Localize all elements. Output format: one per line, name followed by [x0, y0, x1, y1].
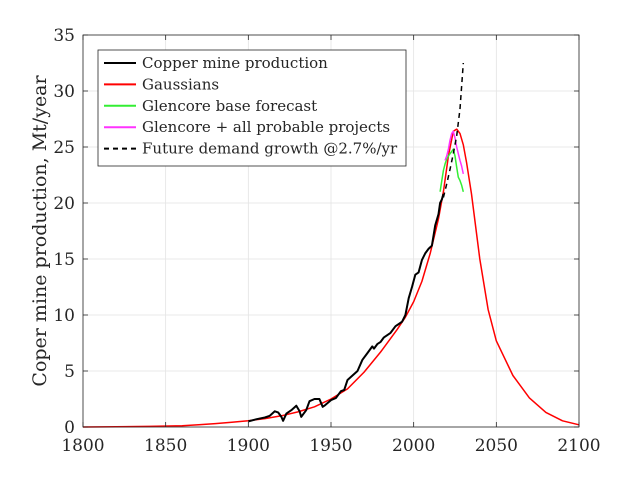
x-tick-label: 2100: [557, 436, 600, 456]
y-tick-label: 20: [53, 194, 75, 214]
x-tick-label: 2050: [475, 436, 518, 456]
x-tick-label: 1950: [309, 436, 352, 456]
legend-label-1: Gaussians: [142, 75, 219, 93]
y-tick-label: 0: [64, 418, 75, 438]
axis-ticks: [82, 34, 580, 428]
y-tick-label: 15: [53, 250, 75, 270]
legend-label-0: Copper mine production: [142, 54, 328, 72]
series-line-4: [442, 62, 465, 198]
y-tick-label: 35: [53, 26, 75, 46]
y-tick-label: 25: [53, 138, 75, 158]
x-tick-label: 1900: [227, 436, 270, 456]
series-line-1: [82, 128, 580, 428]
legend-box: [97, 49, 407, 167]
legend-label-3: Glencore + all probable projects: [142, 118, 390, 136]
y-tick-label: 5: [64, 362, 75, 382]
legend: Copper mine production Gaussians Glencore …: [97, 49, 407, 167]
legend-label-4: Future demand growth @2.7%/yr: [142, 140, 398, 158]
x-tick-label: 1800: [61, 436, 104, 456]
series-line-0: [248, 193, 445, 423]
axis-tick-labels: 1800 1850 1900 1950 2000 2050 2100 0 5 10 15 20 25 30…: [53, 26, 600, 456]
y-axis-title: Coper mine production, Mt/year: [29, 74, 51, 386]
series-layer: [82, 62, 580, 428]
y-tick-label: 30: [53, 82, 75, 102]
x-tick-label: 1850: [144, 436, 187, 456]
legend-label-2: Glencore base forecast: [142, 97, 317, 115]
series-line-2: [439, 148, 465, 192]
series-line-3: [444, 130, 465, 175]
y-tick-label: 10: [53, 306, 75, 326]
x-tick-label: 2000: [392, 436, 435, 456]
